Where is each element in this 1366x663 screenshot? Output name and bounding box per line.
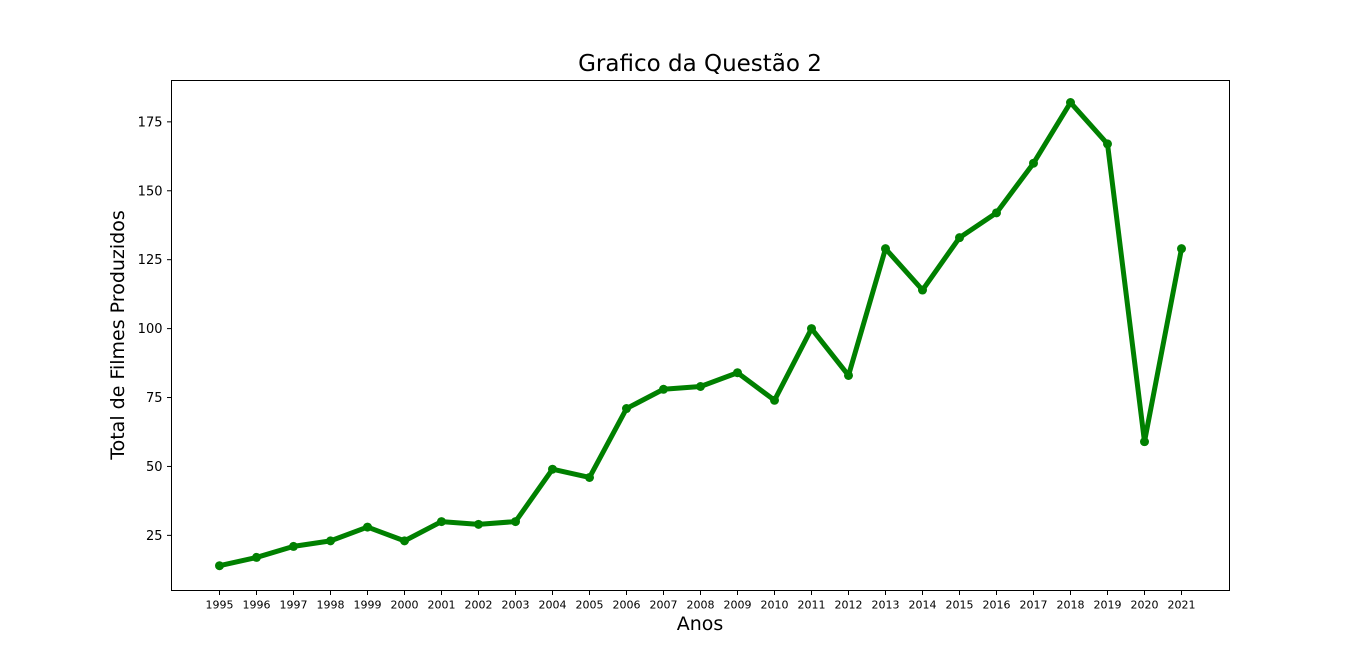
data-point [622,404,631,414]
data-point [770,395,779,405]
x-tick-label: 1997 [280,599,308,612]
data-point [844,370,853,380]
y-tick-label: 25 [146,529,163,544]
data-point [511,517,520,527]
data-point [696,382,705,391]
chart-title: Grafico da Questão 2 [578,51,822,77]
data-point [1066,98,1075,108]
y-tick-label: 125 [138,253,163,268]
x-tick-label: 2021 [1168,599,1196,612]
x-tick-label: 2014 [909,599,937,612]
data-point [326,536,335,546]
data-point [1029,158,1038,168]
y-axis: 25 50 75 100 125 150 175 [138,115,172,544]
y-tick-label: 150 [138,184,163,199]
x-tick-label: 2010 [761,599,789,612]
x-tick-label: 2020 [1131,599,1159,612]
x-axis: 1995 1996 1997 1998 1999 2000 2001 2002 2003 2004… [206,590,1196,612]
data-point [1140,437,1149,447]
x-tick-label: 2001 [428,599,456,612]
data-point [215,561,224,571]
data-point [363,522,372,532]
x-tick-label: 1999 [354,599,382,612]
x-tick-label: 2013 [872,599,900,612]
data-point [918,285,927,295]
data-point [474,519,483,529]
y-tick-label: 75 [146,391,163,406]
data-point [252,552,261,562]
y-tick-label: 50 [146,460,163,475]
x-tick-label: 2012 [835,599,863,612]
x-tick-label: 2004 [539,599,567,612]
plot-frame [171,80,1230,591]
x-tick-label: 2000 [391,599,419,612]
x-tick-label: 2015 [946,599,974,612]
x-tick-label: 1998 [317,599,345,612]
x-tick-label: 2006 [613,599,641,612]
data-point [400,536,409,546]
data-point [437,517,446,527]
x-tick-label: 2018 [1057,599,1085,612]
x-tick-label: 2017 [1020,599,1048,612]
x-tick-label: 1996 [243,599,271,612]
data-point [1177,244,1186,254]
x-tick-label: 2007 [650,599,678,612]
data-point [659,384,668,394]
data-point [992,208,1001,218]
y-tick-label: 100 [138,322,163,337]
x-tick-label: 2005 [576,599,604,612]
x-axis-label: Anos [677,613,724,635]
x-tick-label: 2011 [798,599,826,612]
series-layer [215,98,1186,571]
data-point [1103,139,1112,149]
x-tick-label: 2019 [1094,599,1122,612]
data-point [733,368,742,378]
x-tick-label: 2009 [724,599,752,612]
data-point [548,464,557,474]
data-point [585,472,594,482]
x-tick-label: 2003 [502,599,530,612]
data-point [289,541,298,551]
data-point [955,233,964,243]
x-tick-label: 2008 [687,599,715,612]
y-tick-label: 175 [138,115,163,130]
x-tick-label: 2002 [465,599,493,612]
data-point [881,244,890,254]
x-tick-label: 2016 [983,599,1011,612]
data-point [807,324,816,334]
x-tick-label: 1995 [206,599,234,612]
y-axis-label: Total de Filmes Produzidos [107,210,129,461]
